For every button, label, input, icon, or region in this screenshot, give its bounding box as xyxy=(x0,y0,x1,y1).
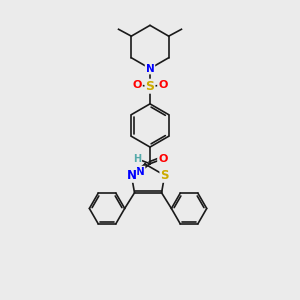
Text: S: S xyxy=(146,80,154,93)
Text: O: O xyxy=(133,80,142,90)
Text: S: S xyxy=(160,169,169,182)
Text: O: O xyxy=(158,80,167,90)
Text: H: H xyxy=(133,154,141,164)
Text: N: N xyxy=(136,167,145,177)
Text: N: N xyxy=(126,169,136,182)
Text: N: N xyxy=(146,64,154,74)
Text: O: O xyxy=(158,154,167,164)
